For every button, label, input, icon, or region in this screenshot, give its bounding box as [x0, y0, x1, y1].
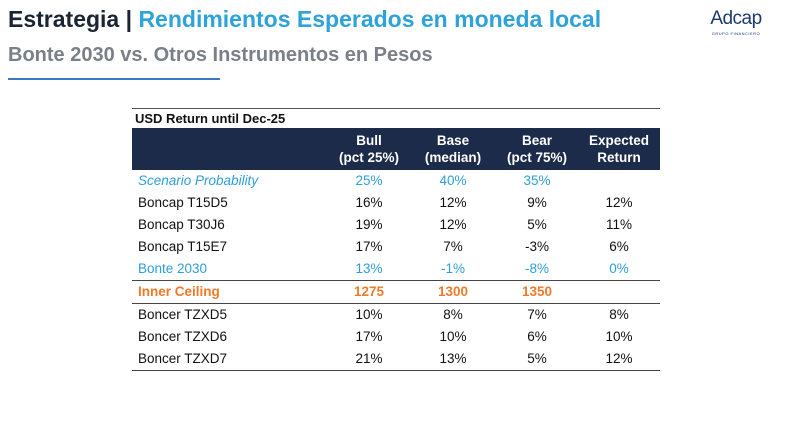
- cell-base: -1%: [410, 258, 496, 281]
- cell-expected: 6%: [609, 239, 629, 254]
- cell-base: 8%: [443, 307, 463, 322]
- cell-bear: 35%: [523, 173, 551, 188]
- slide-title: Estrategia | Rendimientos Esperados en m…: [8, 6, 601, 33]
- cell-base: 40%: [439, 173, 467, 188]
- cell-base: 12%: [439, 195, 467, 210]
- cell-expected: 0%: [578, 258, 660, 281]
- table-row: Boncer TZXD5 10% 8% 7% 8%: [132, 304, 660, 327]
- cell-base: 1300: [410, 280, 496, 304]
- cell-bull: 10%: [355, 307, 383, 322]
- logo-tagline: GRUPO FINANCIERO: [711, 31, 761, 36]
- title-separator: |: [125, 6, 133, 32]
- title-topic: Rendimientos Esperados en moneda local: [138, 6, 602, 32]
- row-label: Boncap T15E7: [138, 239, 228, 254]
- table-top-rule: [132, 108, 660, 109]
- cell-bull: 1275: [328, 280, 410, 304]
- cell-bull: 17%: [355, 329, 383, 344]
- cell-expected: [578, 170, 660, 192]
- table-header-row: Bull (pct 25%) Base (median) Bear (pct 75%)…: [132, 128, 660, 170]
- cell-bull: 19%: [355, 217, 383, 232]
- header-bear: Bear (pct 75%): [496, 128, 578, 170]
- table-row: Boncap T15E7 17% 7% -3% 6%: [132, 236, 660, 258]
- row-label: Boncap T30J6: [138, 217, 225, 232]
- returns-table: Bull (pct 25%) Base (median) Bear (pct 75%)…: [132, 128, 660, 371]
- cell-expected: 10%: [605, 329, 633, 344]
- cell-bull: 25%: [355, 173, 383, 188]
- cell-bear: 9%: [527, 195, 547, 210]
- cell-bull: 17%: [355, 239, 383, 254]
- header-blank: [132, 128, 328, 170]
- logo-wordmark: Adcap: [710, 8, 762, 29]
- row-label: Inner Ceiling: [132, 280, 328, 304]
- cell-expected: 11%: [605, 217, 633, 232]
- table-row-scenario-probability: Scenario Probability 25% 40% 35%: [132, 170, 660, 192]
- cell-bear: 1350: [496, 280, 578, 304]
- cell-bear: -3%: [524, 239, 549, 254]
- cell-base: 13%: [410, 348, 496, 371]
- cell-base: 10%: [439, 329, 467, 344]
- header-base: Base (median): [410, 128, 496, 170]
- cell-bull: 16%: [355, 195, 383, 210]
- cell-bear: -8%: [496, 258, 578, 281]
- cell-bull: 13%: [328, 258, 410, 281]
- table-row: Boncer TZXD6 17% 10% 6% 10%: [132, 326, 660, 348]
- header-bull: Bull (pct 25%): [328, 128, 410, 170]
- cell-bear: 5%: [496, 348, 578, 371]
- cell-expected: [578, 280, 660, 304]
- table-row-bonte-2030: Bonte 2030 13% -1% -8% 0%: [132, 258, 660, 281]
- cell-expected: 12%: [578, 348, 660, 371]
- title-accent-rule: [8, 78, 220, 80]
- row-label: Boncer TZXD7: [132, 348, 328, 371]
- cell-expected: 12%: [605, 195, 633, 210]
- row-label: Boncer TZXD5: [138, 307, 228, 322]
- table-caption: USD Return until Dec-25: [135, 111, 286, 126]
- table-row: Boncap T30J6 19% 12% 5% 11%: [132, 214, 660, 236]
- adcap-logo: Adcap GRUPO FINANCIERO: [700, 8, 772, 36]
- cell-bull: 21%: [328, 348, 410, 371]
- row-label: Scenario Probability: [138, 173, 259, 188]
- returns-table-block: USD Return until Dec-25 Bull (pct 25%) Ba…: [132, 108, 660, 371]
- table-row-inner-ceiling: Inner Ceiling 1275 1300 1350: [132, 280, 660, 304]
- row-label: Bonte 2030: [132, 258, 328, 281]
- cell-expected: 8%: [609, 307, 629, 322]
- cell-base: 12%: [439, 217, 467, 232]
- cell-bear: 7%: [527, 307, 547, 322]
- table-row: Boncer TZXD7 21% 13% 5% 12%: [132, 348, 660, 371]
- cell-base: 7%: [443, 239, 463, 254]
- cell-bear: 6%: [527, 329, 547, 344]
- row-label: Boncer TZXD6: [138, 329, 228, 344]
- header-expected-return: Expected Return: [578, 128, 660, 170]
- table-row: Boncap T15D5 16% 12% 9% 12%: [132, 192, 660, 214]
- cell-bear: 5%: [527, 217, 547, 232]
- slide-subtitle: Bonte 2030 vs. Otros Instrumentos en Pes…: [8, 44, 433, 66]
- row-label: Boncap T15D5: [138, 195, 228, 210]
- title-section: Estrategia: [8, 6, 120, 32]
